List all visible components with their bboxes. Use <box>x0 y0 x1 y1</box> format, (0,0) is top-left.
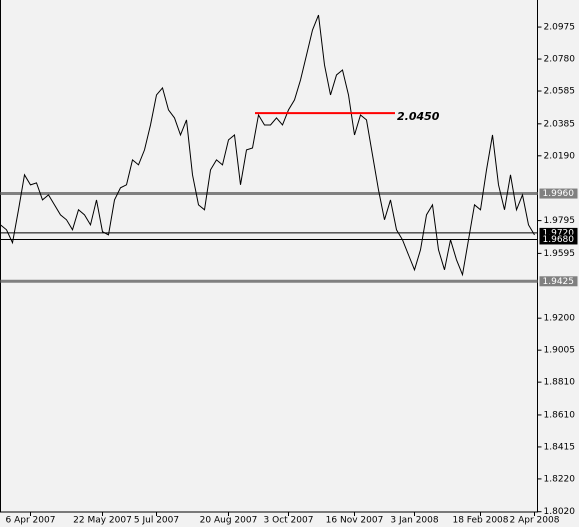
price-line-label: 1.9680 <box>543 235 575 245</box>
price-line-series <box>0 14 535 277</box>
y-tick-label: 2.0585 <box>544 87 576 97</box>
y-tick-label: 1.9200 <box>544 314 576 324</box>
level-line-tag <box>539 276 578 287</box>
annotation-label: 2.0450 <box>397 110 440 123</box>
y-tick-label: 1.8610 <box>544 410 576 420</box>
y-tick-label: 1.9005 <box>544 346 576 356</box>
price-line-tag <box>539 234 578 245</box>
y-tick-label: 1.9595 <box>544 249 576 259</box>
x-tick-label: 6 Apr 2007 <box>6 516 56 526</box>
price-line-tag <box>539 227 578 238</box>
y-tick-label: 1.8020 <box>544 507 576 517</box>
y-tick-label: 1.8220 <box>544 474 576 484</box>
x-tick-label: 20 Aug 2007 <box>200 516 258 526</box>
x-tick-label: 3 Jan 2008 <box>390 516 438 526</box>
y-tick-label: 2.0975 <box>544 23 576 33</box>
x-tick-label: 3 Oct 2007 <box>264 516 314 526</box>
y-tick-label: 1.9795 <box>544 216 576 226</box>
x-tick-label: 16 Nov 2007 <box>326 516 384 526</box>
level-line-label: 1.9425 <box>543 277 575 287</box>
level-line-tag <box>539 188 578 199</box>
y-tick-label: 2.0385 <box>544 119 576 129</box>
x-tick-label: 18 Feb 2008 <box>452 516 508 526</box>
x-tick-label: 5 Jul 2007 <box>134 516 179 526</box>
plot-frame <box>0 0 538 513</box>
y-tick-label: 2.0780 <box>544 55 576 65</box>
y-tick-label: 2.0190 <box>544 151 576 161</box>
x-tick-label: 2 Apr 2008 <box>510 516 560 526</box>
price-line-label: 1.9720 <box>543 228 575 238</box>
y-tick-label: 1.8810 <box>544 378 576 388</box>
y-tick-label: 1.8415 <box>544 442 576 452</box>
level-line-label: 1.9960 <box>543 189 575 199</box>
x-tick-label: 22 May 2007 <box>73 516 132 526</box>
